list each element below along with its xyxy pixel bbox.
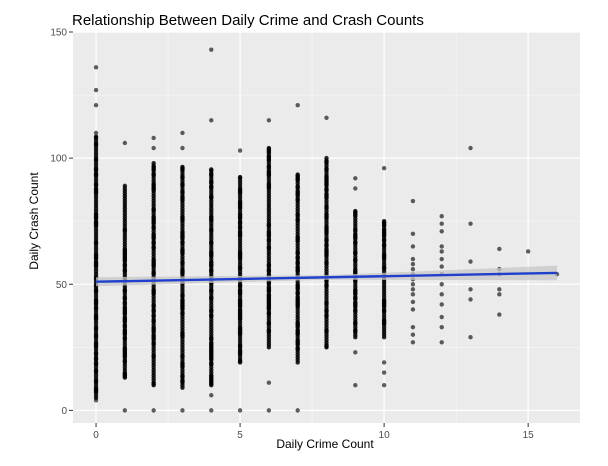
data-point bbox=[295, 102, 300, 108]
data-point bbox=[381, 382, 387, 388]
data-point bbox=[295, 408, 300, 413]
data-point bbox=[410, 266, 416, 272]
data-point bbox=[410, 256, 416, 262]
data-point bbox=[93, 65, 99, 70]
data-point bbox=[180, 145, 185, 151]
data-point bbox=[324, 155, 329, 161]
data-point bbox=[439, 213, 444, 219]
data-point bbox=[266, 145, 272, 151]
trend-line bbox=[96, 271, 557, 283]
data-point bbox=[151, 145, 156, 151]
data-point bbox=[410, 231, 416, 237]
data-point bbox=[180, 130, 185, 136]
data-point bbox=[468, 259, 473, 264]
y-tick-label: 0 bbox=[61, 406, 67, 417]
data-point bbox=[410, 287, 416, 292]
chart-title: Relationship Between Daily Crime and Cra… bbox=[72, 12, 424, 29]
data-point bbox=[353, 382, 358, 388]
data-point bbox=[468, 335, 473, 340]
data-point bbox=[439, 244, 444, 249]
data-point bbox=[180, 164, 185, 170]
data-point bbox=[237, 148, 243, 153]
confidence-band bbox=[96, 265, 557, 287]
data-point bbox=[410, 307, 416, 312]
data-point bbox=[410, 299, 416, 305]
data-point bbox=[468, 145, 473, 151]
data-point bbox=[381, 166, 387, 171]
data-point bbox=[209, 408, 214, 413]
data-point bbox=[93, 102, 99, 108]
data-point bbox=[353, 176, 358, 181]
data-point bbox=[439, 314, 444, 320]
data-point bbox=[353, 350, 358, 355]
data-point bbox=[353, 208, 358, 214]
data-point bbox=[497, 287, 502, 292]
data-point bbox=[410, 198, 416, 204]
data-point bbox=[439, 264, 444, 269]
y-tick-label: 150 bbox=[50, 28, 67, 39]
data-point bbox=[209, 393, 214, 398]
data-point bbox=[122, 140, 128, 146]
data-point bbox=[468, 287, 473, 292]
x-axis-label: Daily Crime Count bbox=[276, 437, 374, 451]
data-point bbox=[93, 134, 99, 139]
data-point bbox=[410, 332, 416, 337]
data-point bbox=[439, 282, 444, 287]
data-point bbox=[381, 360, 387, 365]
data-point bbox=[151, 160, 156, 166]
data-point bbox=[151, 135, 156, 141]
data-point bbox=[266, 408, 272, 413]
data-point bbox=[439, 340, 444, 345]
data-point bbox=[122, 183, 128, 189]
data-point bbox=[439, 221, 444, 226]
data-point bbox=[468, 297, 473, 302]
data-point bbox=[381, 218, 387, 224]
data-point bbox=[266, 380, 272, 385]
data-point bbox=[93, 398, 99, 403]
data-point bbox=[410, 261, 416, 267]
data-point bbox=[439, 229, 444, 234]
data-point bbox=[324, 115, 329, 120]
data-point bbox=[497, 292, 502, 297]
data-point bbox=[439, 302, 444, 307]
data-point bbox=[525, 249, 531, 254]
x-tick-label: 5 bbox=[237, 430, 243, 441]
data-point bbox=[209, 167, 214, 172]
data-point bbox=[439, 256, 444, 262]
data-point bbox=[381, 370, 387, 375]
data-point bbox=[151, 408, 156, 413]
data-point bbox=[439, 324, 444, 330]
x-tick-label: 15 bbox=[523, 430, 535, 441]
data-point bbox=[180, 408, 185, 413]
data-point bbox=[410, 324, 416, 330]
data-point bbox=[93, 87, 99, 93]
data-point bbox=[209, 118, 214, 123]
data-point bbox=[468, 221, 473, 226]
data-point bbox=[439, 292, 444, 297]
data-point bbox=[497, 312, 502, 317]
data-point bbox=[237, 174, 243, 180]
data-point bbox=[122, 408, 128, 413]
x-tick-label: 0 bbox=[93, 430, 99, 441]
data-point bbox=[410, 282, 416, 287]
data-point bbox=[353, 186, 358, 191]
data-point bbox=[410, 340, 416, 345]
data-point bbox=[266, 118, 272, 123]
data-point bbox=[410, 244, 416, 249]
data-point bbox=[237, 408, 243, 413]
x-tick-label: 10 bbox=[379, 430, 391, 441]
data-point bbox=[439, 249, 444, 254]
data-point bbox=[410, 292, 416, 297]
data-point bbox=[295, 172, 300, 177]
data-point bbox=[209, 47, 214, 52]
data-point bbox=[497, 246, 502, 252]
data-point bbox=[93, 130, 99, 136]
y-tick-label: 100 bbox=[50, 154, 67, 165]
y-tick-label: 50 bbox=[56, 280, 68, 291]
